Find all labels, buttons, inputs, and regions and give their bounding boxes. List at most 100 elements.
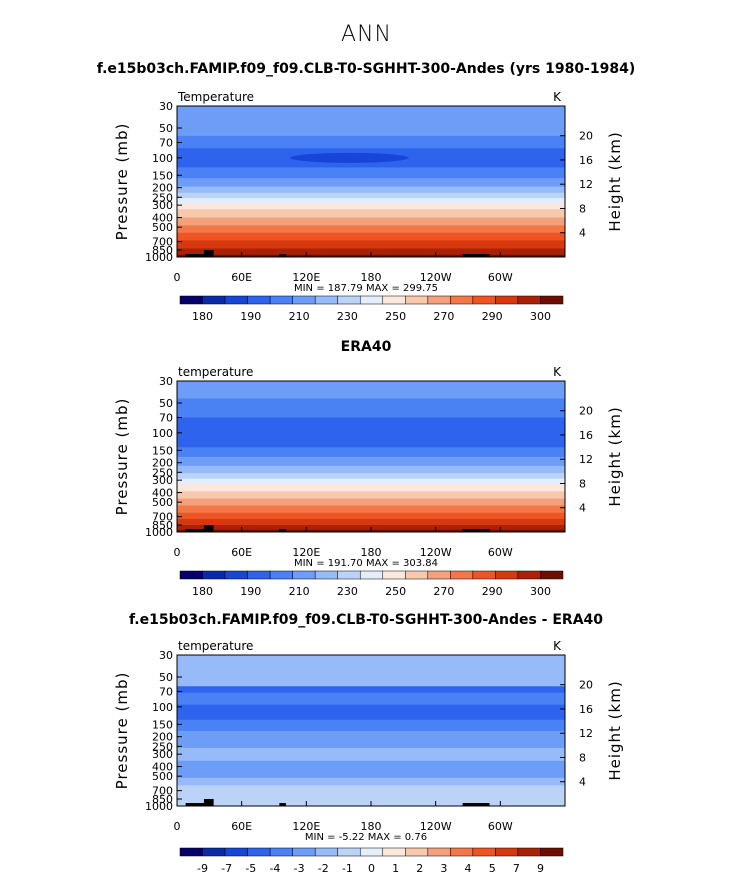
y-right-tick-label: 20 <box>579 130 593 143</box>
page-title: ANN <box>341 22 392 47</box>
y-axis-title: Pressure (mb) <box>113 672 131 790</box>
contour-blob <box>290 152 409 163</box>
colorbar-swatch <box>427 847 451 857</box>
x-tick-label: 120W <box>420 271 452 284</box>
y-tick-label: 50 <box>159 397 173 410</box>
colorbar-swatch <box>540 295 564 305</box>
x-tick-label: 60E <box>231 271 252 284</box>
x-tick-label: 180 <box>361 546 382 559</box>
terrain-mask <box>279 803 286 806</box>
y-tick-label: 50 <box>159 671 173 684</box>
colorbar-label: 270 <box>433 310 454 323</box>
y-tick-label: 1000 <box>145 251 173 264</box>
colorbar-label: 190 <box>240 310 261 323</box>
x-tick-label: 60W <box>488 271 513 284</box>
colorbar-label: 290 <box>482 585 503 598</box>
variable-label: temperature <box>178 639 253 653</box>
x-tick-label: 120E <box>292 820 320 833</box>
contour-band <box>177 209 565 219</box>
y-tick-label: 150 <box>152 444 173 457</box>
colorbar-swatch <box>450 847 474 857</box>
colorbar-label: -4 <box>269 862 280 872</box>
x-tick-label: 60W <box>488 546 513 559</box>
contour-band <box>177 456 565 467</box>
terrain-mask <box>279 529 286 532</box>
contour-band <box>177 484 565 492</box>
minmax-label: MIN = 191.70 MAX = 303.84 <box>294 558 438 569</box>
contour-band <box>177 747 565 762</box>
colorbar-label: 250 <box>385 310 406 323</box>
y-tick-label: 100 <box>152 152 173 165</box>
y-right-tick-label: 20 <box>579 679 593 692</box>
colorbar-label: 250 <box>385 585 406 598</box>
colorbar-label: 290 <box>482 310 503 323</box>
y-tick-label: 400 <box>152 487 173 500</box>
colorbar-label: 0 <box>368 862 375 872</box>
colorbar-swatch <box>427 295 451 305</box>
x-tick-label: 120W <box>420 546 452 559</box>
colorbar-swatch <box>450 295 474 305</box>
y-tick-label: 400 <box>152 761 173 774</box>
colorbar-swatch <box>247 295 271 305</box>
terrain-mask <box>203 525 214 532</box>
contour-band <box>177 686 565 694</box>
panel-title: f.e15b03ch.FAMIP.f09_f09.CLB-T0-SGHHT-30… <box>129 612 603 628</box>
colorbar-swatch <box>359 295 384 305</box>
y-right-tick-label: 8 <box>579 477 586 490</box>
y-right-tick-label: 12 <box>579 453 593 466</box>
contour-band <box>177 519 565 526</box>
panel-difference: f.e15b03ch.FAMIP.f09_f09.CLB-T0-SGHHT-30… <box>113 612 624 872</box>
colorbar-swatch <box>269 847 293 857</box>
colorbar-swatch <box>202 570 226 580</box>
y-tick-label: 850 <box>152 244 173 257</box>
contour-band <box>177 478 565 485</box>
contour-band <box>177 777 565 786</box>
colorbar-swatch <box>179 847 203 857</box>
units-label: K <box>553 639 562 653</box>
contour-band <box>177 447 565 458</box>
contour-band <box>177 167 565 179</box>
contour-band <box>177 106 565 119</box>
contour-band <box>177 381 565 399</box>
colorbar-swatch <box>224 295 248 305</box>
y-tick-label: 700 <box>152 785 173 798</box>
colorbar-label: 230 <box>337 310 358 323</box>
contour-band <box>177 178 565 188</box>
contour-band <box>177 505 565 514</box>
colorbar-swatch <box>359 847 384 857</box>
y-tick-label: 400 <box>152 212 173 225</box>
y-tick-label: 500 <box>152 221 173 234</box>
colorbar-swatch <box>337 847 361 857</box>
terrain-mask <box>185 529 210 532</box>
colorbar-label: -2 <box>318 862 329 872</box>
contour-band <box>177 692 565 706</box>
colorbar-swatch <box>179 295 203 305</box>
colorbar-swatch <box>359 570 384 580</box>
colorbar-swatch <box>224 847 248 857</box>
y-tick-label: 700 <box>152 236 173 249</box>
colorbar-swatch <box>269 295 293 305</box>
y-tick-label: 250 <box>152 191 173 204</box>
contour-band <box>177 186 565 194</box>
contour-band <box>177 240 565 249</box>
colorbar-swatch <box>314 570 338 580</box>
contour-band <box>177 704 565 721</box>
contour-band <box>177 473 565 480</box>
colorbar-label: 9 <box>537 862 544 872</box>
colorbar-label: -5 <box>245 862 256 872</box>
colorbar-swatch <box>495 847 519 857</box>
y-tick-label: 250 <box>152 740 173 753</box>
colorbar-swatch <box>472 295 496 305</box>
colorbar-label: 300 <box>530 585 551 598</box>
colorbar-swatch <box>382 570 406 580</box>
y-tick-label: 200 <box>152 731 173 744</box>
y-tick-label: 850 <box>152 793 173 806</box>
variable-label: Temperature <box>177 90 254 104</box>
x-tick-label: 120E <box>292 546 320 559</box>
y-right-tick-label: 12 <box>579 178 593 191</box>
colorbar-swatch <box>292 847 316 857</box>
contour-band <box>177 192 565 199</box>
colorbar-swatch <box>450 570 474 580</box>
y-axis-title: Pressure (mb) <box>113 123 131 241</box>
